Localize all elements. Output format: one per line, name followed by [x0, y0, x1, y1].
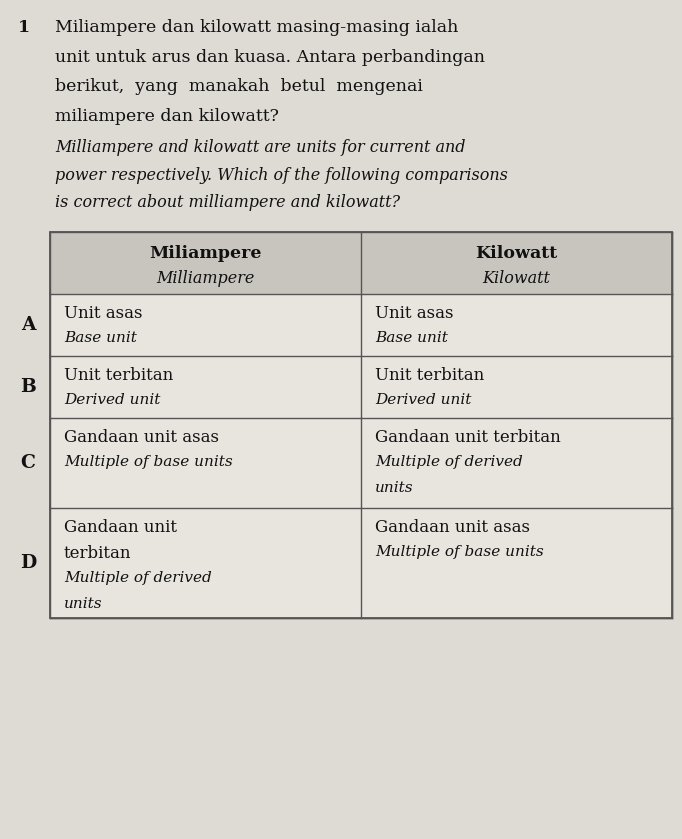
Text: power respectively. Which of the following comparisons: power respectively. Which of the followi…: [55, 166, 508, 184]
Text: Miliampere dan kilowatt masing-masing ialah: Miliampere dan kilowatt masing-masing ia…: [55, 19, 458, 36]
Text: Unit asas: Unit asas: [375, 305, 454, 321]
Text: B: B: [20, 378, 36, 395]
Bar: [50, 232, 672, 294]
Text: Unit asas: Unit asas: [64, 305, 143, 321]
Text: Multiple of base units: Multiple of base units: [375, 545, 544, 559]
Text: Unit terbitan: Unit terbitan: [375, 367, 484, 383]
Bar: [50, 418, 672, 508]
Text: units: units: [64, 597, 102, 611]
Text: terbitan: terbitan: [64, 545, 132, 561]
Text: Derived unit: Derived unit: [375, 393, 471, 407]
Text: Gandaan unit asas: Gandaan unit asas: [64, 429, 219, 446]
Text: Multiple of derived: Multiple of derived: [375, 455, 522, 468]
Text: Gandaan unit asas: Gandaan unit asas: [375, 519, 530, 535]
Bar: [50, 356, 672, 418]
Text: Derived unit: Derived unit: [64, 393, 160, 407]
Bar: [50, 232, 672, 618]
Text: units: units: [375, 481, 413, 494]
Text: Unit terbitan: Unit terbitan: [64, 367, 173, 383]
Text: Base unit: Base unit: [64, 331, 137, 345]
Text: Gandaan unit: Gandaan unit: [64, 519, 177, 535]
Bar: [50, 294, 672, 356]
Text: Milliampere and kilowatt are units for current and: Milliampere and kilowatt are units for c…: [55, 139, 466, 156]
Bar: [50, 508, 672, 618]
Text: A: A: [20, 315, 35, 333]
Text: Kilowatt: Kilowatt: [475, 244, 558, 262]
Text: Milliampere: Milliampere: [156, 269, 254, 286]
Text: unit untuk arus dan kuasa. Antara perbandingan: unit untuk arus dan kuasa. Antara perban…: [55, 49, 485, 65]
Text: C: C: [20, 454, 35, 472]
Text: 1: 1: [18, 19, 30, 36]
Text: Miliampere: Miliampere: [149, 244, 262, 262]
Bar: [50, 232, 672, 618]
Text: Kilowatt: Kilowatt: [483, 269, 550, 286]
Text: Base unit: Base unit: [375, 331, 448, 345]
Text: is correct about milliampere and kilowatt?: is correct about milliampere and kilowat…: [55, 194, 400, 211]
Text: miliampere dan kilowatt?: miliampere dan kilowatt?: [55, 107, 279, 124]
Text: Gandaan unit terbitan: Gandaan unit terbitan: [375, 429, 561, 446]
Text: berikut,  yang  manakah  betul  mengenai: berikut, yang manakah betul mengenai: [55, 78, 423, 95]
Text: Multiple of base units: Multiple of base units: [64, 455, 233, 468]
Text: Multiple of derived: Multiple of derived: [64, 571, 211, 585]
Text: D: D: [20, 554, 36, 571]
